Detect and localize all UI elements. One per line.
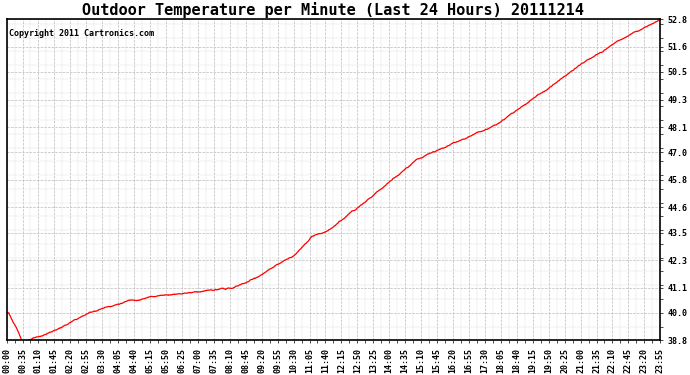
Title: Outdoor Temperature per Minute (Last 24 Hours) 20111214: Outdoor Temperature per Minute (Last 24 … bbox=[83, 2, 584, 18]
Text: Copyright 2011 Cartronics.com: Copyright 2011 Cartronics.com bbox=[8, 29, 154, 38]
